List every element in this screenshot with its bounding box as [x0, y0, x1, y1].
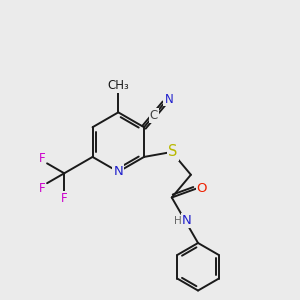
Text: F: F	[39, 152, 45, 165]
Text: N: N	[113, 165, 123, 178]
Text: O: O	[197, 182, 207, 195]
Text: H: H	[174, 216, 182, 226]
Text: S: S	[168, 145, 178, 160]
Text: F: F	[61, 192, 68, 205]
Text: N: N	[182, 214, 191, 227]
Text: N: N	[164, 92, 173, 106]
Text: CH₃: CH₃	[107, 79, 129, 92]
Text: C: C	[150, 109, 158, 122]
Text: F: F	[39, 182, 45, 195]
